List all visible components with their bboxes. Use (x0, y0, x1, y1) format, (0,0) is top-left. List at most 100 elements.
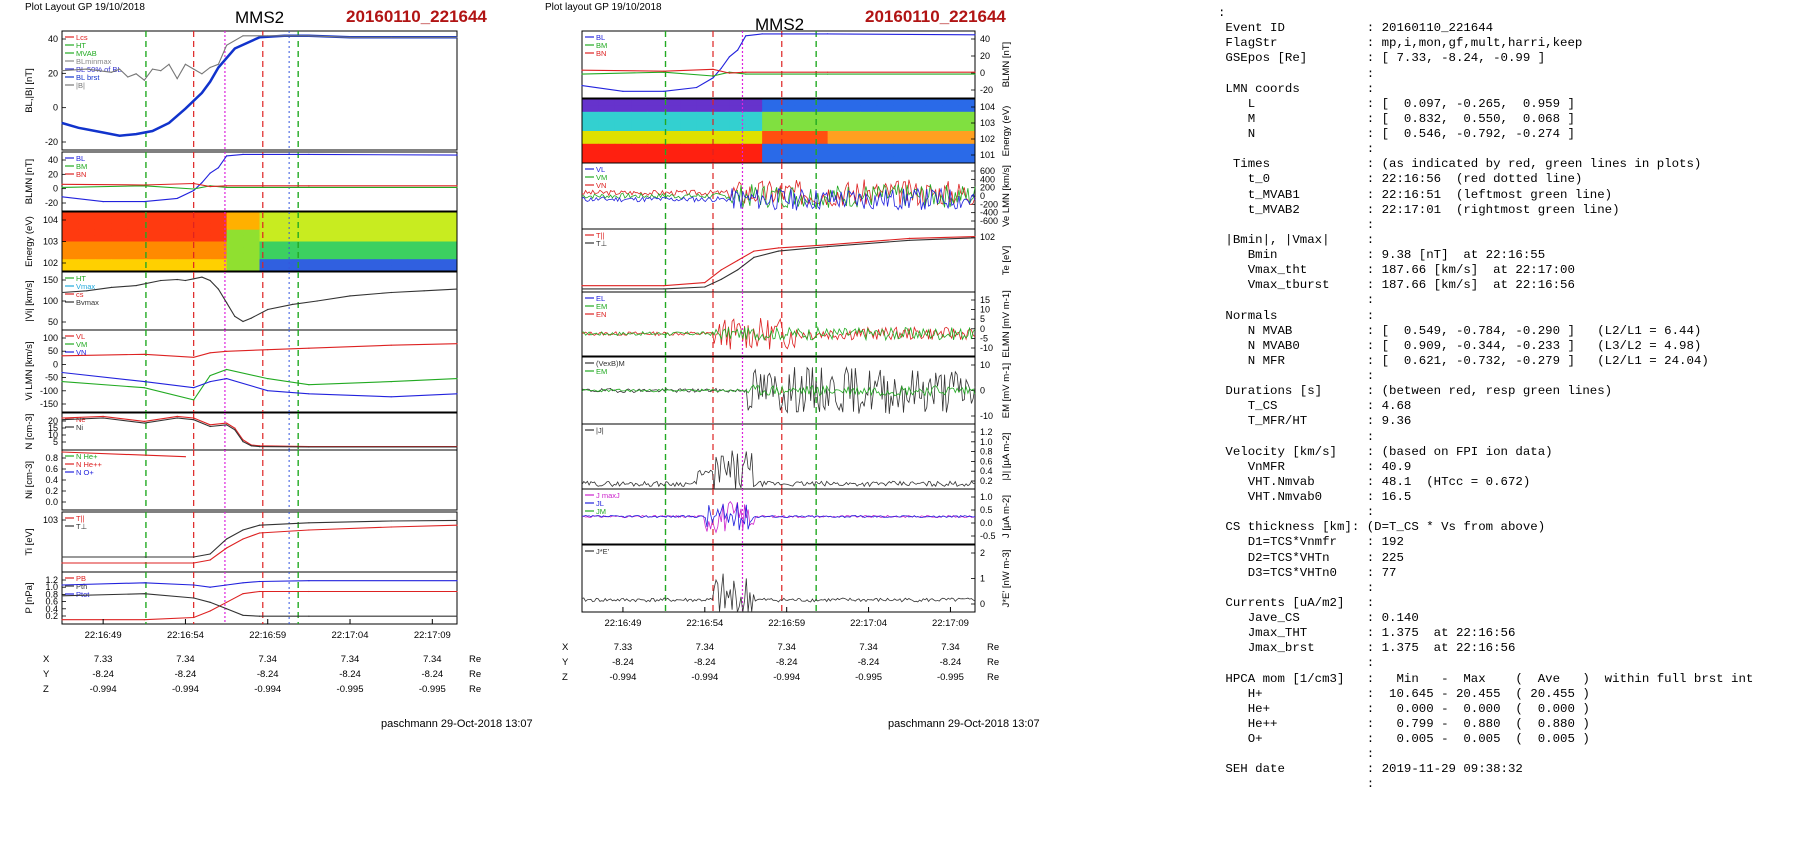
spectrogram-cell (778, 143, 796, 151)
spectrogram-cell (292, 212, 310, 219)
y-tick-label: 40 (48, 155, 58, 165)
y-tick-label: 0 (980, 386, 985, 396)
spectrogram-cell (614, 143, 632, 151)
legend-label: JL (596, 499, 604, 508)
pos-value: -8.24 (612, 657, 634, 668)
pos-value: 7.34 (341, 654, 360, 665)
data-point (761, 33, 763, 35)
spectrogram-cell (729, 137, 747, 145)
info-line: : (1218, 505, 1375, 520)
y-tick-label: 100 (43, 296, 58, 306)
data-point (61, 122, 63, 124)
info-line: Durations [s] : (between red, resp green… (1218, 384, 1613, 399)
spectrogram-cell (292, 229, 310, 237)
legend-label: T|| (596, 231, 605, 240)
x-tick-label: 22:17:04 (850, 618, 887, 629)
y-tick-label: 40 (980, 34, 990, 44)
spectrogram-cell (942, 118, 960, 126)
spectrogram-cell (374, 212, 392, 219)
data-point (226, 547, 228, 549)
noise-trace (581, 187, 976, 211)
middle-footer: paschmann 29-Oct-2018 13:07 (888, 718, 1040, 730)
data-point (226, 186, 228, 188)
y-tick-label: -20 (45, 198, 58, 208)
spectrogram-cell (893, 143, 910, 151)
spectrogram-cell (226, 247, 244, 254)
data-point (390, 381, 392, 383)
data-point (456, 378, 458, 380)
spectrogram-cell (582, 124, 599, 132)
data-point (193, 68, 195, 70)
series-line-blbrst (61, 34, 457, 137)
spectrogram-cell (440, 217, 458, 225)
spectrogram-cell (844, 105, 861, 113)
spectrogram-cell (292, 259, 310, 266)
spectrogram-cell (893, 156, 910, 164)
legend-label: VM (596, 173, 607, 182)
spectrogram-cell (374, 247, 392, 254)
spectrogram-cell (663, 131, 681, 138)
x-tick-label: 22:16:54 (167, 630, 204, 641)
y-tick-label: 0 (980, 191, 985, 201)
data-point (61, 186, 63, 188)
spectrogram-cell (844, 143, 861, 151)
info-line: : (1218, 656, 1375, 671)
spectrogram-cell (127, 253, 145, 260)
spectrogram-cell (958, 131, 976, 138)
spectrogram-cell (614, 131, 632, 138)
spectrogram-cell (440, 241, 458, 248)
spectrogram-cell (631, 143, 648, 151)
data-point (61, 355, 63, 357)
spectrogram-cell (111, 235, 129, 242)
spectrogram-cell (226, 217, 244, 225)
data-point (720, 269, 722, 271)
y-tick-label: 20 (48, 68, 58, 78)
spectrogram-cell (614, 111, 632, 119)
spectrogram-cell (925, 124, 943, 132)
spectrogram-cell (713, 118, 730, 126)
info-line: Jmax_THT : 1.375 at 22:16:56 (1218, 626, 1516, 641)
spectrogram-cell (407, 253, 425, 260)
spectrogram-cell (860, 111, 878, 119)
spectrogram-cell (391, 229, 409, 237)
pos-value: 7.34 (777, 642, 796, 653)
spectrogram-cell (259, 241, 277, 248)
spectrogram-cell (696, 143, 714, 151)
spectrogram-cell (958, 118, 976, 126)
spectrogram-cell (680, 99, 698, 106)
spectrogram-cell (827, 124, 845, 132)
y-axis-label: BLMN [nT] (1001, 42, 1012, 87)
x-tick-label: 22:16:49 (604, 618, 641, 629)
y-tick-label: 102 (980, 232, 995, 242)
spectrogram-cell (177, 212, 195, 219)
data-point (119, 135, 121, 137)
spectrogram-cell (144, 223, 162, 231)
y-tick-label: 15 (48, 423, 58, 433)
y-tick-label: -600 (980, 216, 998, 226)
spectrogram-cell (778, 124, 796, 132)
spectrogram-cell (876, 150, 894, 158)
spectrogram-cell (275, 229, 293, 237)
spectrogram-cell (778, 156, 796, 164)
spectrogram-cell (598, 118, 616, 126)
spectrogram-cell (62, 253, 79, 260)
info-line: t_0 : 22:16:56 (red dotted line) (1218, 172, 1583, 187)
spectrogram-cell (844, 118, 861, 126)
spectrogram-cell (631, 137, 648, 145)
spectrogram-cell (210, 223, 228, 231)
y-axis-label: |J| [µA m-2] (1001, 433, 1012, 481)
spectrogram-cell (292, 223, 310, 231)
spectrogram-cell (111, 259, 129, 266)
data-point (143, 387, 145, 389)
info-line: CS thickness [km]: (D=T_CS * Vs from abo… (1218, 520, 1546, 535)
data-point (86, 68, 88, 70)
spectrogram-cell (341, 259, 359, 266)
data-point (193, 278, 195, 280)
info-line: Times : (as indicated by red, green line… (1218, 157, 1702, 172)
data-point (728, 56, 730, 58)
spectrogram-cell (325, 212, 343, 219)
spectrogram-cell (942, 137, 960, 145)
